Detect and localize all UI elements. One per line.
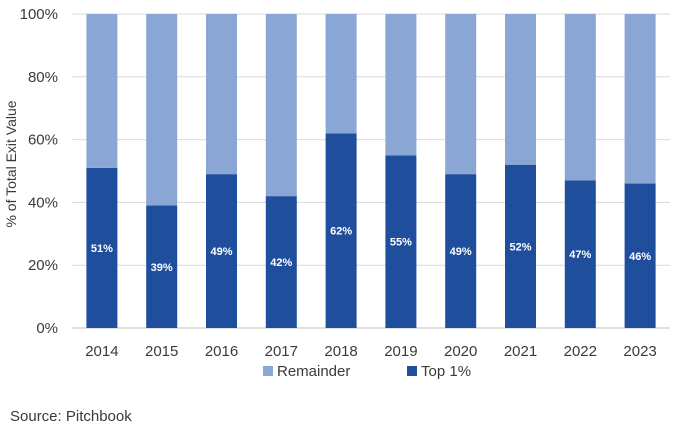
x-tick-label: 2022 — [564, 343, 597, 360]
data-label: 51% — [91, 243, 113, 255]
bar-remainder — [624, 14, 656, 184]
legend-label-remainder: Remainder — [277, 363, 350, 380]
x-tick-label: 2019 — [384, 343, 417, 360]
bar-top1 — [206, 174, 237, 328]
legend-swatch-top1 — [407, 366, 417, 376]
x-tick-label: 2018 — [324, 343, 357, 360]
bar-top1 — [86, 167, 118, 328]
data-label: 42% — [270, 257, 292, 269]
x-tick-label: 2014 — [85, 343, 118, 360]
axes: 0% 20% 40% 60% 80% 100% 2014 2015 2016 2017 2018 20… — [20, 6, 657, 360]
y-tick-label: 0% — [36, 320, 58, 337]
y-tick-label: 80% — [28, 69, 58, 86]
bar-top1 — [325, 133, 357, 328]
bar-remainder — [385, 14, 417, 156]
bar-remainder — [265, 14, 297, 197]
y-tick-label: 100% — [20, 6, 58, 23]
bar-remainder — [564, 14, 596, 181]
x-tick-label: 2015 — [145, 343, 178, 360]
bar-top1 — [624, 183, 656, 328]
x-tick-label: 2021 — [504, 343, 537, 360]
bar-top1 — [505, 164, 536, 328]
bar-remainder — [325, 14, 357, 134]
y-tick-label: 60% — [28, 132, 58, 149]
bar-top1 — [445, 174, 477, 328]
bar-top1 — [265, 196, 297, 328]
legend: Remainder Top 1% — [263, 363, 471, 380]
bar-remainder — [86, 14, 118, 168]
data-label: 62% — [330, 226, 352, 238]
y-tick-label: 20% — [28, 257, 58, 274]
bar-top1 — [385, 155, 417, 328]
bar-remainder — [505, 14, 536, 165]
bar-top1 — [146, 205, 178, 328]
data-label: 46% — [629, 251, 651, 263]
bar-remainder — [445, 14, 477, 175]
x-tick-label: 2016 — [205, 343, 238, 360]
bar-remainder — [146, 14, 178, 206]
y-axis-title: % of Total Exit Value — [3, 100, 19, 227]
data-label: 49% — [210, 246, 232, 258]
source-note: Source: Pitchbook — [10, 408, 132, 425]
chart: 51% 39% 49% 42% 62% 55% 49% 52% 47% 46% 0% 20% 40% 6… — [3, 6, 670, 380]
data-label: 47% — [569, 249, 591, 261]
legend-label-top1: Top 1% — [421, 363, 471, 380]
data-label: 39% — [151, 262, 173, 274]
data-labels: 51% 39% 49% 42% 62% 55% 49% 52% 47% 46% — [91, 226, 651, 274]
x-tick-label: 2023 — [623, 343, 656, 360]
bar-remainder — [206, 14, 237, 175]
data-label: 49% — [450, 246, 472, 258]
x-tick-label: 2020 — [444, 343, 477, 360]
bar-top1 — [564, 180, 596, 328]
data-label: 55% — [390, 237, 412, 249]
legend-swatch-remainder — [263, 366, 273, 376]
y-tick-label: 40% — [28, 194, 58, 211]
x-tick-label: 2017 — [265, 343, 298, 360]
data-label: 52% — [509, 241, 531, 253]
bars — [86, 14, 656, 328]
